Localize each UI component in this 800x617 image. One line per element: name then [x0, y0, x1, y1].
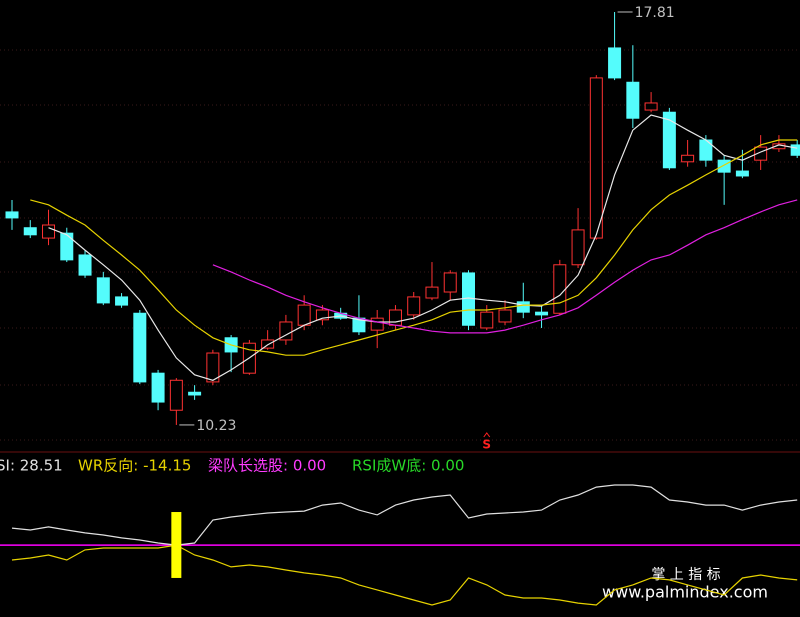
candle-body: [735, 170, 749, 177]
annotation: 10.23: [196, 418, 236, 434]
candle-body: [662, 111, 676, 169]
candle-body: [78, 254, 92, 276]
candle-body: [279, 321, 293, 341]
candle-body: [443, 272, 457, 293]
candle-body: [388, 309, 402, 326]
candle-body: [297, 304, 311, 326]
annotation: 17.81: [635, 5, 675, 21]
candle-body: [608, 47, 622, 79]
candle-body: [133, 312, 147, 383]
legend-entry: WR反向: -14.15: [78, 457, 191, 475]
candle-body: [589, 77, 603, 239]
candle-body: [23, 227, 37, 236]
candle-body: [717, 159, 731, 173]
candle-body: [480, 311, 494, 329]
legend-entry: SI: 28.51: [0, 457, 63, 475]
panel-grid: [0, 49, 800, 441]
moving-average: [48, 114, 798, 381]
candle-body: [370, 317, 384, 331]
candle-body: [644, 102, 658, 111]
candle-body: [206, 352, 220, 383]
signal-arrow: [483, 432, 491, 438]
candle-body: [425, 286, 439, 299]
candle-body: [42, 224, 56, 239]
candle-body: [535, 311, 549, 316]
candle-body: [790, 144, 800, 156]
candle-body: [681, 154, 695, 163]
signal: S: [482, 438, 491, 452]
candle-body: [498, 309, 512, 323]
signal-bar: [171, 512, 182, 578]
candle-body: [626, 81, 640, 119]
candle-body: [516, 301, 530, 313]
candle-body: [115, 296, 129, 306]
candle-body: [5, 211, 19, 219]
candle-body: [261, 339, 275, 349]
candle-body: [60, 232, 74, 261]
candle-body: [571, 229, 585, 266]
candle-body: [96, 277, 110, 304]
moving-average: [30, 139, 798, 356]
watermark-title: 掌 上 指 标: [651, 567, 720, 583]
indicator-line: [11, 544, 798, 606]
legend-entry: 梁队长选股: 0.00: [208, 457, 326, 475]
indicator-line: [11, 484, 798, 546]
candle-body: [407, 296, 421, 316]
candle-body: [315, 309, 329, 321]
candle-body: [169, 379, 183, 411]
legend-entry: RSI成W底: 0.00: [352, 457, 464, 475]
moving-average: [212, 199, 798, 334]
candle-body: [151, 372, 165, 403]
candle-body: [553, 264, 567, 314]
watermark-url: www.palmindex.com: [602, 583, 768, 602]
candle-body: [188, 391, 202, 396]
